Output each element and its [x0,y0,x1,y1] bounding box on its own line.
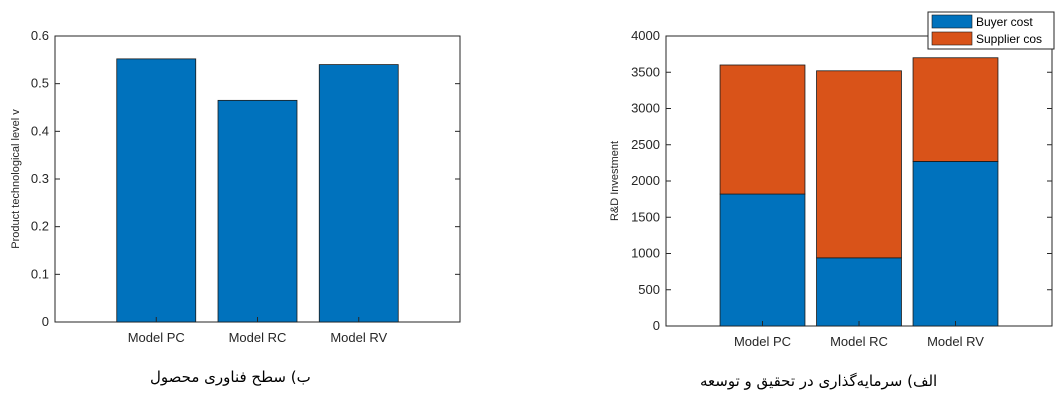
y-tick-label: 0.4 [31,123,49,138]
x-tick-label: Model RC [830,334,888,349]
legend-label-0: Buyer cost [976,15,1033,29]
bar-buyer-cost-1 [816,257,902,327]
y-axis-label: Product technological level v [10,109,22,249]
right-chart-caption: الف) سرمایه‌گذاری در تحقیق و توسعه [700,372,938,390]
y-tick-label: 0.3 [31,171,49,186]
y-axis-label: R&D Investment [609,141,621,221]
bar-supplier-cos-0 [719,64,806,195]
legend-swatch-1 [931,31,973,46]
x-tick-label: Model RC [229,330,287,345]
bar-buyer-cost-2 [912,161,999,327]
bar-2 [318,64,399,323]
legend: Buyer cost Supplier cos [927,11,1055,50]
bar-buyer-cost-0 [719,193,806,327]
y-tick-label: 3500 [631,64,660,79]
legend-swatch-0 [931,14,973,29]
bar-1 [217,99,298,323]
bar-supplier-cos-1 [816,70,902,259]
y-tick-label: 2500 [631,137,660,152]
y-tick-label: 2000 [631,173,660,188]
y-tick-label: 0 [653,318,660,333]
y-tick-label: 500 [638,282,660,297]
legend-label-1: Supplier cos [976,32,1042,46]
y-tick-label: 0 [42,314,49,329]
y-tick-label: 0.1 [31,266,49,281]
left-chart-caption: ب) سطح فناوری محصول [150,368,311,386]
y-tick-label: 4000 [631,28,660,43]
right-chart: 0 500 1000 1500 2000 2500 3000 3500 4000 Model PC… [609,11,1055,349]
x-tick-label: Model PC [128,330,185,345]
y-tick-label: 1000 [631,246,660,261]
x-tick-label: Model RV [927,334,984,349]
x-tick-label: Model PC [734,334,791,349]
y-tick-label: 0.6 [31,28,49,43]
y-tick-label: 0.5 [31,76,49,91]
left-chart: 0 0.1 0.2 0.3 0.4 0.5 0.6 Model PC Model RC Model… [10,28,461,345]
bar-0 [116,58,197,323]
x-tick-label: Model RV [330,330,387,345]
bar-supplier-cos-2 [912,57,999,162]
y-tick-label: 3000 [631,101,660,116]
y-tick-label: 1500 [631,209,660,224]
y-tick-label: 0.2 [31,219,49,234]
